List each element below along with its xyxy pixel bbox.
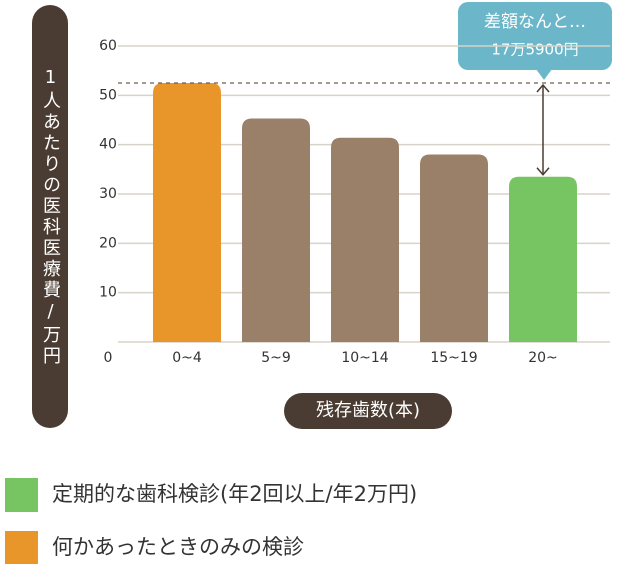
callout bbox=[458, 2, 612, 70]
x-tick-label: 10~14 bbox=[341, 350, 388, 366]
y-tick-label: 10 bbox=[99, 285, 117, 301]
x-tick-label: 5~9 bbox=[261, 350, 291, 366]
bar bbox=[331, 137, 399, 342]
annotation: 差額なんと… bbox=[484, 12, 586, 32]
y-tick-label: 30 bbox=[99, 186, 117, 202]
x-tick-label: 20~ bbox=[528, 350, 558, 366]
arrow-head bbox=[536, 167, 550, 176]
annotation: 17万5900円 bbox=[491, 41, 578, 59]
x-tick-label: 15~19 bbox=[430, 350, 477, 366]
legend-swatch bbox=[5, 531, 38, 564]
legend-swatch bbox=[5, 478, 38, 512]
legend-label: 定期的な歯科検診(年2回以上/年2万円) bbox=[52, 482, 417, 506]
y-tick-label: 20 bbox=[99, 235, 117, 251]
bar bbox=[420, 154, 488, 342]
bar bbox=[509, 176, 577, 342]
y-axis-label: 1人あたりの医科医療費/万円 bbox=[32, 5, 68, 428]
x-axis-label: 残存歯数(本) bbox=[316, 400, 420, 421]
y-tick-label: 0 bbox=[104, 350, 113, 366]
y-tick-label: 60 bbox=[99, 38, 117, 54]
x-label-pill bbox=[284, 393, 452, 429]
arrow-head bbox=[536, 83, 550, 93]
y-tick-label: 40 bbox=[99, 137, 117, 153]
x-tick-label: 0~4 bbox=[172, 350, 202, 366]
legend-label: 何かあったときのみの検診 bbox=[52, 535, 304, 559]
bar bbox=[153, 83, 221, 342]
y-tick-label: 50 bbox=[99, 87, 117, 103]
bar bbox=[242, 118, 310, 343]
callout-pointer bbox=[536, 69, 552, 80]
